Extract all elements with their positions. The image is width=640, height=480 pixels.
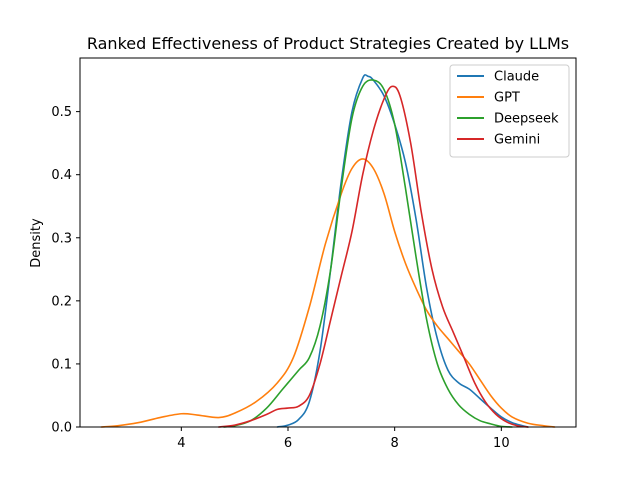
axes-frame (79, 57, 577, 428)
y-tick-label: 0.4 (51, 168, 72, 183)
series-line-deepseek (223, 79, 513, 428)
plot-area (100, 74, 556, 428)
x-tick-label: 10 (493, 436, 510, 451)
y-axis-label: Density (29, 218, 44, 268)
y-axis: 0.0 0.1 0.2 0.3 0.4 0.5 (51, 105, 80, 436)
legend-label-gpt: GPT (494, 91, 520, 106)
y-tick-label: 0.3 (51, 231, 72, 246)
y-tick-label: 0.0 (51, 421, 72, 436)
x-tick-label: 6 (284, 436, 292, 451)
x-axis: 4 6 8 10 (177, 427, 510, 451)
series-line-gpt (100, 158, 556, 428)
y-tick-label: 0.1 (51, 357, 72, 372)
legend-label-deepseek: Deepseek (494, 112, 559, 127)
chart-title: Ranked Effectiveness of Product Strategi… (87, 34, 569, 53)
legend-label-claude: Claude (494, 70, 539, 85)
legend: Claude GPT Deepseek Gemini (449, 64, 570, 158)
legend-frame (449, 64, 570, 158)
legend-label-gemini: Gemini (494, 133, 540, 148)
y-tick-label: 0.5 (51, 105, 72, 120)
series-line-gemini (217, 85, 529, 428)
x-tick-label: 4 (177, 436, 185, 451)
y-tick-label: 0.2 (51, 294, 72, 309)
x-tick-label: 8 (391, 436, 399, 451)
